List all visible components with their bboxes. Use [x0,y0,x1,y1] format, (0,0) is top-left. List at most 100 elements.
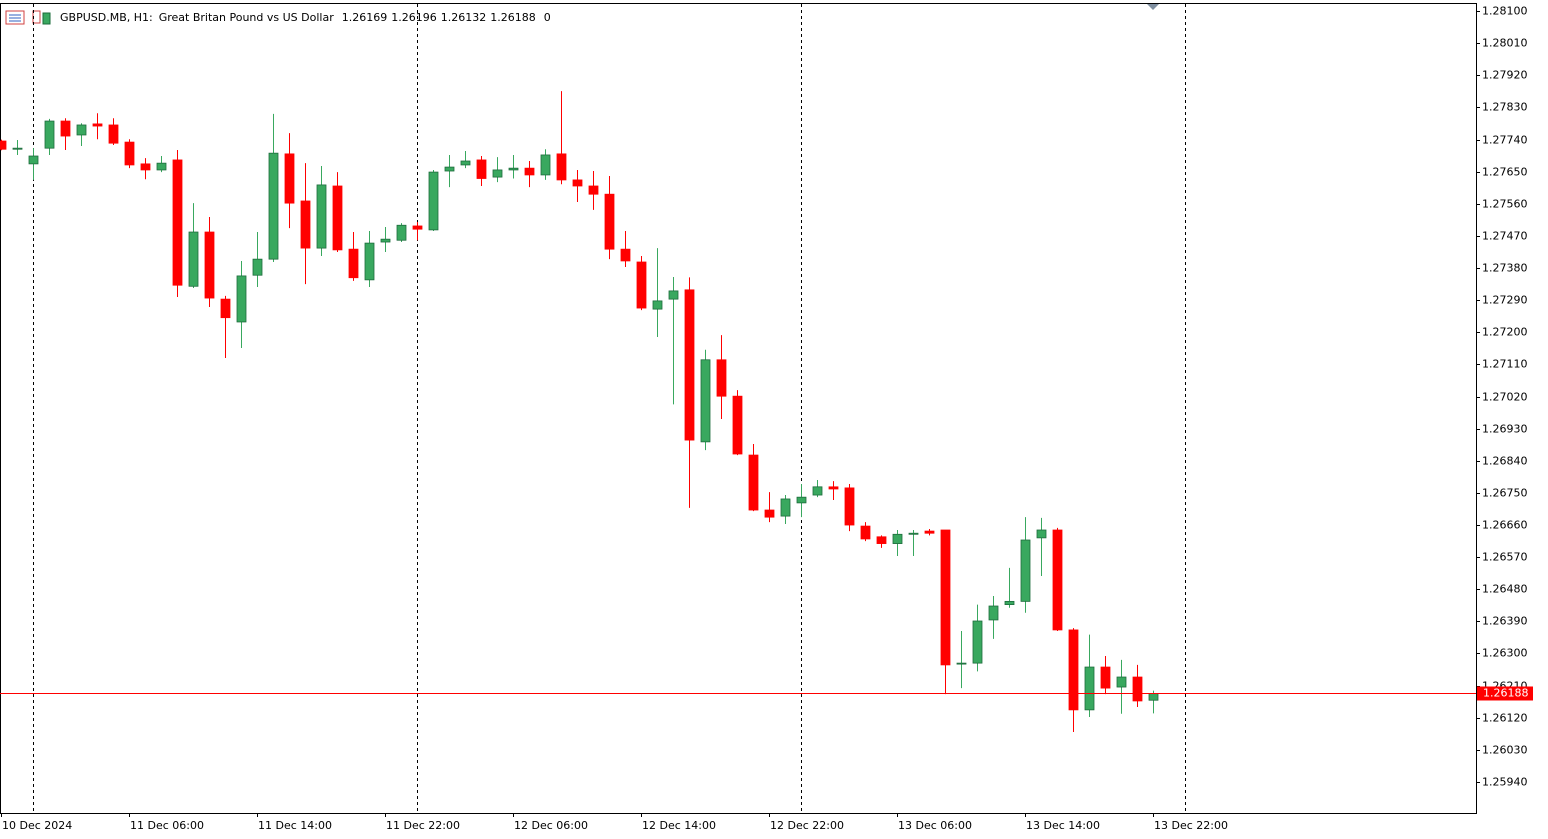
candle-body [1052,529,1063,631]
candle-body [124,141,135,166]
candle-body [556,153,567,181]
candle-body [28,155,39,165]
y-tick-label: 1.26030 [1482,744,1528,757]
candle-body [268,152,279,260]
candle-body [172,159,183,286]
candle-body [236,275,247,323]
candle-body [188,231,199,287]
candle-body [156,162,167,171]
toolbar-icons [5,10,51,25]
x-tick-label: 11 Dec 22:00 [386,819,460,832]
y-tick-label: 1.27920 [1482,69,1528,82]
candle-body [44,120,55,149]
candle-body [748,454,759,511]
header-open: 1.26169 [342,11,388,24]
header-high: 1.26196 [391,11,437,24]
candle-body [540,154,551,176]
candle-body [12,147,23,150]
y-tick-label: 1.26570 [1482,551,1528,564]
candle-body [1068,629,1079,711]
x-tick-label: 13 Dec 14:00 [1026,819,1100,832]
candle-body [300,200,311,249]
candle-body [652,300,663,310]
candle-body [716,359,727,397]
candle-body [380,238,391,243]
candle-body [732,395,743,455]
candle-body [828,486,839,490]
candle-body [604,193,615,250]
candle-body [956,662,967,665]
symbol: GBPUSD.MB, H1: [60,11,153,24]
candle-body [876,536,887,544]
candle-body [1148,693,1159,701]
y-tick-label: 1.25940 [1482,776,1528,789]
candle-body [364,242,375,281]
candle-body [284,153,295,204]
candle-body [572,179,583,187]
header-low: 1.26132 [441,11,487,24]
y-tick-label: 1.27470 [1482,230,1528,243]
candle-body [444,166,455,172]
candle-body [76,124,87,136]
candle-body [204,231,215,299]
candle-body [908,532,919,535]
x-tick-label: 13 Dec 06:00 [898,819,972,832]
candle-body [412,225,423,230]
x-tick-label: 12 Dec 22:00 [770,819,844,832]
y-tick-label: 1.26750 [1482,487,1528,500]
x-tick-label: 11 Dec 14:00 [258,819,332,832]
icon-candle [42,12,51,25]
candle-body [252,258,263,276]
y-tick-label: 1.27560 [1482,198,1528,211]
candle-body [60,120,71,137]
y-tick-label: 1.28100 [1482,5,1528,18]
candle-body [1132,676,1143,702]
candle-body [924,530,935,534]
y-tick-label: 1.27110 [1482,358,1528,371]
candle-body [348,248,359,279]
candle-body [860,525,871,540]
candle-body [396,224,407,241]
candle-body [636,261,647,309]
candle-body [476,159,487,179]
description: Great Britan Pound vs US Dollar [159,11,334,24]
candle-body [460,160,471,166]
candle-body [1004,600,1015,605]
header-spread: 0 [544,11,551,24]
y-tick-label: 1.28010 [1482,37,1528,50]
x-tick-label: 10 Dec 2024 [2,819,72,832]
y-tick-label: 1.27830 [1482,101,1528,114]
candle-body [988,605,999,621]
candle-body [0,140,7,150]
candle-body [588,185,599,195]
y-tick-label: 1.27380 [1482,262,1528,275]
y-tick-label: 1.26930 [1482,423,1528,436]
candle-body [892,533,903,544]
candle-body [780,498,791,517]
candle-body [524,167,535,176]
price-label-bg [1477,686,1533,701]
x-tick-label: 13 Dec 22:00 [1154,819,1228,832]
shift-marker [1147,4,1159,10]
header-close: 1.26188 [490,11,536,24]
price-label: 1.26188 [1483,687,1529,700]
candle-body [1100,666,1111,689]
candle-body [844,487,855,526]
candle-body [1116,676,1127,688]
y-tick-label: 1.26480 [1482,583,1528,596]
candle-body [620,248,631,262]
candle-body [940,529,951,666]
candle-body [140,163,151,171]
y-tick-label: 1.27650 [1482,166,1528,179]
y-tick-label: 1.27290 [1482,294,1528,307]
icon-candle [32,10,41,24]
candle-body [508,167,519,171]
y-tick-label: 1.26300 [1482,647,1528,660]
candle-body [332,185,343,251]
candle-body [700,359,711,443]
candle-body [492,169,503,178]
candle-body [92,123,103,127]
candle-body [972,620,983,664]
x-tick-label: 12 Dec 14:00 [642,819,716,832]
y-tick-label: 1.27200 [1482,326,1528,339]
